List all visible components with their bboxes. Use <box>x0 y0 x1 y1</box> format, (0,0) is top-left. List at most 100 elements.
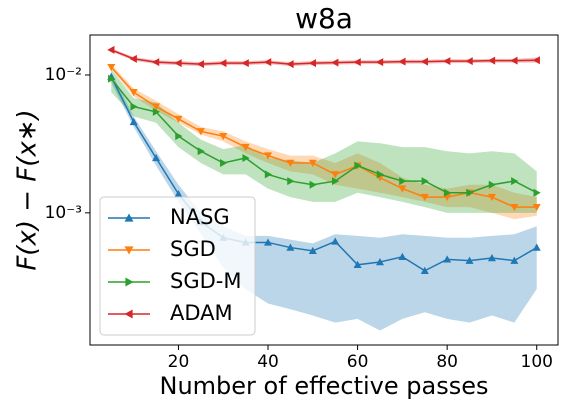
marker <box>532 203 541 212</box>
legend-label: ADAM <box>170 301 233 325</box>
marker <box>465 256 474 264</box>
legend-label: NASG <box>170 205 230 229</box>
marker <box>108 74 116 83</box>
y-tick-label: 10⁻³ <box>45 203 82 223</box>
marker <box>152 58 160 67</box>
legend-marker <box>125 277 134 287</box>
marker <box>175 132 183 141</box>
marker <box>466 188 474 197</box>
marker <box>421 177 429 186</box>
legend-label: SGD-M <box>170 269 241 293</box>
marker <box>420 193 429 202</box>
marker <box>331 58 339 67</box>
marker <box>510 256 519 264</box>
confidence-band <box>111 72 537 331</box>
marker <box>511 177 519 186</box>
marker <box>443 188 452 197</box>
marker <box>353 260 362 268</box>
legend-marker <box>124 213 134 222</box>
marker <box>287 177 295 186</box>
marker <box>264 152 273 160</box>
marker <box>510 56 518 65</box>
marker <box>152 103 161 111</box>
y-axis-label: F(x) − F(x∗) <box>13 109 43 270</box>
marker <box>399 177 407 186</box>
marker <box>487 56 496 65</box>
marker <box>375 58 384 67</box>
marker <box>264 170 273 179</box>
marker <box>398 57 406 66</box>
marker <box>286 243 295 251</box>
marker <box>130 102 138 111</box>
x-tick-label: 20 <box>168 352 190 372</box>
marker <box>331 177 340 186</box>
lines <box>107 45 541 274</box>
marker <box>353 58 361 67</box>
marker <box>197 147 205 156</box>
marker <box>532 56 540 65</box>
marker <box>107 45 115 54</box>
marker <box>264 238 273 246</box>
marker <box>286 60 294 69</box>
marker <box>196 60 205 69</box>
marker <box>331 171 340 179</box>
marker <box>174 59 182 68</box>
marker <box>465 57 473 66</box>
marker <box>241 59 249 68</box>
marker <box>532 243 541 251</box>
confidence-band <box>111 69 537 213</box>
x-tick-label: 40 <box>257 352 279 372</box>
marker <box>420 266 429 274</box>
x-tick-label: 60 <box>347 352 369 372</box>
marker <box>308 246 317 255</box>
marker <box>174 189 183 198</box>
marker <box>152 107 161 116</box>
y-tick-label: 10⁻² <box>45 65 82 85</box>
legend-marker <box>124 309 133 319</box>
marker <box>129 54 137 63</box>
marker <box>354 161 362 170</box>
chart-title: w8a <box>295 2 353 35</box>
marker <box>174 115 183 123</box>
marker <box>129 117 138 126</box>
axes: 20 40 60 80 100 10⁻² 10⁻³ <box>45 65 553 372</box>
marker <box>488 180 496 189</box>
marker <box>533 188 541 197</box>
marker <box>308 159 317 167</box>
x-tick-label: 80 <box>436 352 458 372</box>
marker <box>242 153 250 162</box>
legend-marker <box>124 246 134 255</box>
marker <box>376 170 384 179</box>
marker <box>196 128 205 136</box>
plot-frame <box>89 34 559 346</box>
series-line <box>110 78 538 194</box>
marker <box>510 203 519 212</box>
marker <box>487 193 496 202</box>
marker <box>443 255 452 263</box>
marker <box>219 132 228 141</box>
marker <box>241 143 250 152</box>
marker <box>308 59 317 68</box>
marker <box>219 59 227 68</box>
marker <box>331 237 340 245</box>
marker <box>487 254 496 262</box>
confidence-band <box>111 64 537 220</box>
legend-label: SGD <box>170 237 216 261</box>
marker <box>309 180 317 189</box>
x-axis-label: Number of effective passes <box>160 372 489 400</box>
marker <box>286 159 295 167</box>
marker <box>152 153 161 162</box>
marker <box>375 257 384 266</box>
marker <box>107 63 116 72</box>
marker <box>220 158 228 167</box>
x-tick-label: 100 <box>521 352 553 372</box>
legend: NASG SGD SGD-M ADAM <box>99 196 256 336</box>
marker <box>420 57 428 66</box>
marker <box>398 185 407 193</box>
marker <box>129 89 138 97</box>
marker <box>398 252 407 260</box>
marker <box>443 57 451 66</box>
legend-box <box>99 196 256 336</box>
marker <box>264 58 272 67</box>
